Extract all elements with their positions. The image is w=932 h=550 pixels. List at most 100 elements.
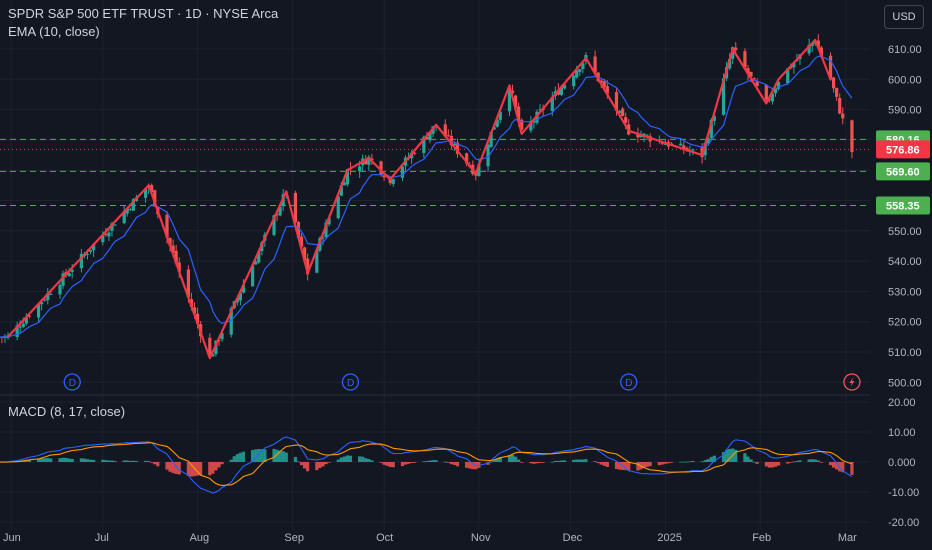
dividend-marker-label: D xyxy=(69,378,76,389)
macd-histogram-bar xyxy=(125,460,129,462)
candle-body xyxy=(150,185,154,193)
macd-label[interactable]: MACD (8, 17, close) xyxy=(8,404,126,419)
candle-body xyxy=(575,70,579,78)
macd-histogram-bar xyxy=(186,462,191,476)
candle-body xyxy=(339,185,343,196)
macd-histogram-bar xyxy=(208,462,212,476)
candle-body xyxy=(510,90,515,94)
candle-body xyxy=(517,106,521,122)
candle-body xyxy=(819,47,823,57)
macd-histogram-bar xyxy=(336,459,340,462)
macd-histogram-bar xyxy=(642,462,646,469)
candle-body xyxy=(367,156,371,165)
macd-histogram-bar xyxy=(841,462,845,473)
macd-histogram-bar xyxy=(562,460,567,462)
price-tick-label: 610.00 xyxy=(888,44,922,56)
macd-histogram-bar xyxy=(88,459,93,462)
macd-histogram-bar xyxy=(575,459,579,462)
candle-body xyxy=(413,152,417,154)
macd-tick-label: 10.00 xyxy=(888,427,916,439)
time-axis[interactable]: Jun Jul Aug Sep Oct Nov Dec 2025 Feb Mar xyxy=(3,532,857,544)
candle-body xyxy=(520,119,524,130)
macd-histogram-bar xyxy=(810,459,814,462)
price-tick-label: 550.00 xyxy=(888,226,922,238)
candle-body xyxy=(15,325,19,337)
candle-body xyxy=(391,179,395,184)
candle-body xyxy=(452,143,457,146)
macd-histogram-bar xyxy=(36,458,41,462)
dividend-marker-label: D xyxy=(625,378,632,389)
macd-histogram-bar xyxy=(627,462,631,471)
candle-body xyxy=(773,87,778,94)
candle-body xyxy=(70,269,74,272)
candle-body xyxy=(24,317,28,324)
macd-histogram-bar xyxy=(241,451,246,462)
candle-body xyxy=(752,78,756,80)
time-tick-label: 2025 xyxy=(657,532,681,544)
macd-histogram-bar xyxy=(168,462,172,472)
candle-body xyxy=(192,307,197,314)
indicator-label[interactable]: EMA (10, close) xyxy=(8,24,100,39)
macd-histogram-bar xyxy=(385,462,389,466)
candle-body xyxy=(703,142,707,156)
macd-histogram-bar xyxy=(660,462,664,465)
macd-histogram-bar xyxy=(70,459,74,462)
macd-histogram-bar xyxy=(465,462,469,468)
macd-histogram-bar xyxy=(156,462,160,467)
candle-body xyxy=(168,238,172,246)
macd-histogram-bar xyxy=(636,462,640,471)
macd-histogram-bar xyxy=(645,462,649,467)
candle-body xyxy=(165,214,169,238)
currency-button[interactable]: USD xyxy=(884,5,924,29)
macd-histogram-bar xyxy=(104,460,108,462)
candle-body xyxy=(324,222,328,238)
time-tick-label: Dec xyxy=(563,532,583,544)
macd-histogram-bar xyxy=(669,462,674,463)
macd-histogram-bar xyxy=(79,458,83,462)
candle-body xyxy=(107,232,111,237)
time-tick-label: Jun xyxy=(3,532,21,544)
macd-histogram-bar xyxy=(296,461,301,463)
candle-body xyxy=(621,108,625,117)
candle-body xyxy=(46,293,50,301)
macd-histogram-bar xyxy=(602,462,606,466)
candle-body xyxy=(241,285,246,293)
candle-body xyxy=(486,144,490,167)
candlestick-series xyxy=(0,34,854,358)
macd-histogram-bar xyxy=(92,459,96,462)
macd-histogram-bar xyxy=(550,461,554,463)
candle-body xyxy=(345,169,350,185)
macd-histogram-bar xyxy=(425,461,429,462)
macd-histogram-bar xyxy=(342,456,346,462)
candle-body xyxy=(850,120,854,153)
macd-histogram-bar xyxy=(752,461,756,463)
macd-histogram-bar xyxy=(816,460,820,462)
candle-body xyxy=(593,56,597,73)
macd-histogram-bar xyxy=(685,461,689,463)
macd-histogram-bar xyxy=(110,460,114,462)
candle-body xyxy=(220,333,224,340)
macd-histogram-bar xyxy=(122,460,126,462)
macd-pane xyxy=(0,436,854,494)
last-price-badge-bg xyxy=(876,140,930,159)
candle-body xyxy=(507,89,512,112)
candle-body xyxy=(841,113,845,119)
candle-body xyxy=(807,44,811,54)
time-tick-label: Nov xyxy=(471,532,491,544)
candle-body xyxy=(578,69,582,72)
macd-histogram-bar xyxy=(700,461,704,463)
candle-body xyxy=(85,253,90,255)
level-badge-bg xyxy=(876,196,930,215)
candle-body xyxy=(691,149,695,151)
macd-histogram-bar xyxy=(391,462,395,468)
macd-histogram-bar xyxy=(819,462,823,463)
macd-histogram-bar xyxy=(315,462,319,471)
candle-body xyxy=(229,308,233,335)
price-tick-label: 510.00 xyxy=(888,347,922,359)
macd-histogram-bar xyxy=(624,462,628,471)
candle-body xyxy=(605,86,609,94)
candle-body xyxy=(143,188,148,198)
macd-histogram-bar xyxy=(251,449,255,462)
price-axis[interactable]: 610.00600.00590.00580.00570.00560.00550.… xyxy=(876,44,930,529)
